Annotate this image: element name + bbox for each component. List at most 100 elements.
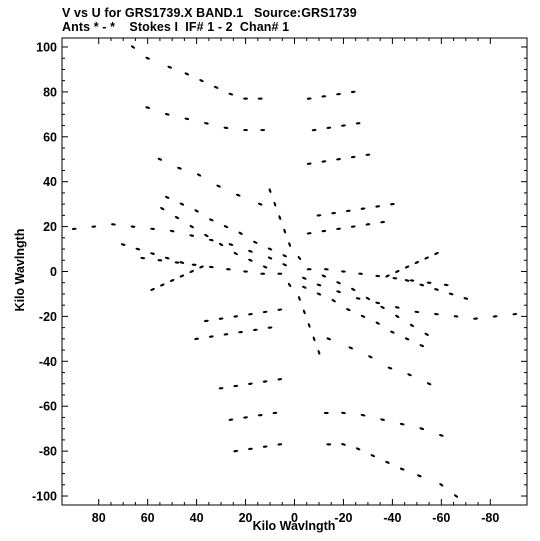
- uv-point: [223, 126, 229, 129]
- uv-point: [288, 242, 291, 247]
- uv-point: [243, 416, 248, 419]
- uv-point: [316, 214, 322, 217]
- uv-point: [130, 225, 136, 228]
- uv-point: [419, 427, 425, 430]
- uv-point: [189, 270, 194, 273]
- uv-point: [262, 380, 268, 383]
- uv-point: [370, 454, 376, 458]
- uv-point: [317, 350, 321, 355]
- uv-point: [434, 288, 439, 291]
- uv-point: [184, 72, 190, 76]
- uv-point: [360, 413, 366, 417]
- uv-point: [191, 263, 197, 266]
- uv-point: [150, 252, 155, 255]
- uv-point: [399, 422, 405, 426]
- uv-point: [209, 218, 214, 222]
- uv-point: [341, 270, 346, 273]
- uv-point: [380, 220, 385, 224]
- uv-point: [439, 434, 444, 437]
- uv-point: [248, 447, 253, 451]
- uv-point: [282, 254, 287, 258]
- uv-point: [375, 274, 381, 278]
- y-axis-title: Kilo Wavlngth: [13, 229, 27, 312]
- uv-point: [196, 173, 202, 177]
- uv-point: [179, 202, 185, 206]
- uv-point: [145, 106, 150, 109]
- uv-point: [453, 315, 459, 318]
- y-tick-label: -40: [39, 355, 57, 369]
- uv-point: [473, 317, 478, 320]
- uv-point: [395, 270, 400, 273]
- uv-point: [424, 256, 429, 260]
- y-tick-label: 60: [43, 130, 57, 144]
- uv-point: [228, 92, 234, 96]
- uv-point: [199, 265, 204, 269]
- uv-point: [283, 228, 287, 234]
- uv-point: [91, 225, 97, 228]
- uv-point: [272, 411, 278, 415]
- uv-point: [321, 160, 327, 163]
- uv-point: [404, 279, 410, 282]
- uv-point: [278, 215, 282, 220]
- x-tick-labels: 80 60 40 20 0 -20 -40 -60 -80: [92, 511, 500, 525]
- uv-point: [120, 243, 126, 246]
- uv-point: [262, 445, 268, 448]
- uv-point: [302, 276, 307, 280]
- uv-point: [208, 335, 214, 338]
- x-tick-label: -80: [481, 511, 499, 525]
- uv-point: [350, 155, 356, 159]
- uv-point: [233, 449, 239, 453]
- uv-point: [189, 234, 195, 237]
- y-tick-label: -60: [39, 400, 57, 414]
- uv-point: [257, 202, 263, 206]
- uv-point: [169, 279, 175, 282]
- uv-point: [223, 225, 229, 229]
- uv-point: [160, 207, 165, 211]
- y-tick-label: -20: [39, 310, 57, 324]
- uv-point: [167, 65, 172, 69]
- uv-point: [311, 128, 317, 132]
- uv-point: [298, 296, 301, 301]
- uv-point: [194, 337, 199, 341]
- uv-point: [235, 193, 241, 197]
- uv-point: [164, 256, 170, 260]
- uv-point: [204, 319, 209, 323]
- uv-point: [248, 313, 253, 316]
- uv-point: [380, 418, 385, 421]
- uv-point: [394, 306, 400, 309]
- uv-point: [260, 272, 266, 275]
- uv-point: [306, 97, 312, 100]
- uv-point: [277, 378, 283, 381]
- uv-point: [248, 258, 253, 262]
- x-tick-label: 40: [190, 511, 204, 525]
- x-tick-label: -60: [432, 511, 450, 525]
- uv-point: [321, 229, 327, 233]
- uv-point: [409, 323, 415, 327]
- uv-point: [454, 494, 459, 498]
- uv-point: [360, 314, 366, 318]
- uv-point: [368, 355, 373, 359]
- uv-point: [312, 336, 316, 342]
- uv-point: [439, 483, 444, 487]
- uv-point: [140, 256, 146, 260]
- uv-point: [336, 281, 341, 285]
- uv-point: [426, 281, 432, 284]
- uv-point: [463, 297, 469, 300]
- axis-ticks: [62, 38, 527, 505]
- uv-point: [218, 242, 224, 247]
- uv-point: [448, 292, 454, 296]
- uv-point: [260, 128, 266, 132]
- uv-point: [341, 411, 346, 415]
- uv-point: [512, 313, 518, 316]
- uv-point: [267, 326, 273, 329]
- uv-point: [226, 268, 231, 271]
- uv-point: [268, 188, 272, 193]
- uv-point: [169, 229, 175, 233]
- uv-point: [218, 387, 224, 390]
- uv-point: [399, 467, 405, 471]
- uv-point: [262, 310, 268, 314]
- uv-point: [326, 126, 332, 129]
- uv-point: [492, 315, 498, 318]
- uv-point: [390, 330, 395, 334]
- y-tick-label: -100: [32, 490, 57, 504]
